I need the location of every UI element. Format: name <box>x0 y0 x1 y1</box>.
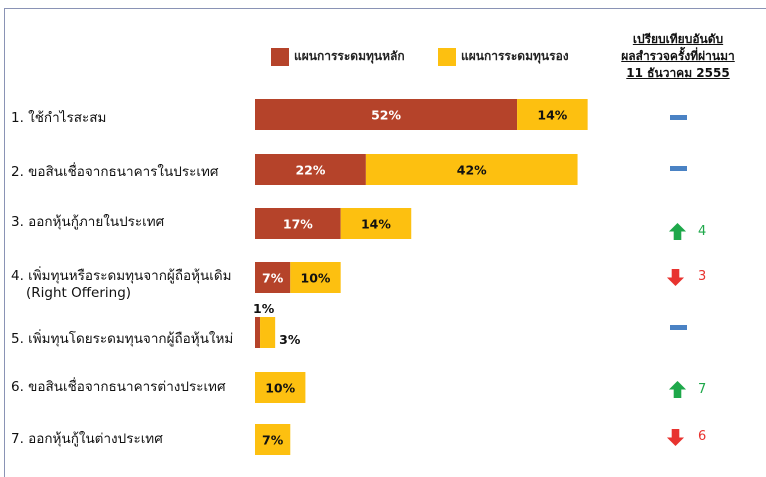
category-label-4: 4. เพิ่มทุนหรือระดมทุนจากผู้ถือหุ้นเดิม … <box>11 268 232 302</box>
bar-primary-3 <box>255 208 341 239</box>
bar-secondary-4 <box>290 262 341 293</box>
data-label-primary-5: 1% <box>253 301 275 316</box>
comparison-header-line2: ผลสำรวจครั้งที่ผ่านมา <box>621 49 735 63</box>
data-label-primary-1: 52% <box>371 108 401 123</box>
rank-value-6: 7 <box>698 382 707 397</box>
no-change-indicator-1 <box>670 115 687 120</box>
category-label-5: 5. เพิ่มทุนโดยระดมทุนจากผู้ถือหุ้นใหม่ <box>11 331 234 347</box>
bar-primary-5 <box>255 317 261 348</box>
bar-secondary-5 <box>260 317 276 348</box>
data-label-secondary-5: 3% <box>279 332 301 347</box>
bar-secondary-6 <box>255 372 306 403</box>
data-label-secondary-6: 10% <box>265 381 295 396</box>
chart-frame <box>4 8 766 477</box>
data-label-primary-3: 17% <box>283 217 313 232</box>
bar-secondary-1 <box>517 99 588 130</box>
legend-swatch-primary <box>271 47 289 66</box>
up-arrow-icon <box>668 222 687 241</box>
bar-primary-2 <box>255 154 366 185</box>
category-label-1: 1. ใช้กำไรสะสม <box>11 110 107 126</box>
no-change-indicator-5 <box>670 325 687 330</box>
data-label-secondary-7: 7% <box>262 433 284 448</box>
category-label-3: 3. ออกหุ้นกู้ภายในประเทศ <box>11 214 165 230</box>
data-label-secondary-3: 14% <box>361 217 391 232</box>
bar-primary-1 <box>255 99 518 130</box>
data-label-secondary-1: 14% <box>537 108 567 123</box>
legend-label-primary: แผนการระดมทุนหลัก <box>294 49 405 63</box>
category-label-6: 6. ขอสินเชื่อจากธนาคารต่างประเทศ <box>11 379 226 395</box>
no-change-indicator-2 <box>670 166 687 171</box>
data-label-primary-2: 22% <box>295 163 325 178</box>
down-arrow-icon <box>666 268 685 287</box>
legend-item-primary: แผนการระดมทุนหลัก <box>271 47 405 66</box>
bar-secondary-3 <box>340 208 412 239</box>
legend-label-secondary: แผนการระดมทุนรอง <box>461 49 569 63</box>
category-label-2: 2. ขอสินเชื่อจากธนาคารในประเทศ <box>11 164 219 180</box>
category-label-4-line2: (Right Offering) <box>26 285 132 301</box>
comparison-header-line3: 11 ธันวาคม 2555 <box>626 66 730 80</box>
data-label-secondary-4: 10% <box>301 271 331 286</box>
rank-value-7: 6 <box>698 429 707 444</box>
category-label-4-line1: 4. เพิ่มทุนหรือระดมทุนจากผู้ถือหุ้นเดิม <box>11 268 232 284</box>
rank-value-3: 4 <box>698 224 707 239</box>
data-label-secondary-2: 42% <box>457 163 487 178</box>
comparison-header: เปรียบเทียบอันดับ ผลสำรวจครั้งที่ผ่านมา … <box>610 31 746 82</box>
bar-secondary-2 <box>365 154 578 185</box>
rank-value-4: 3 <box>698 269 707 284</box>
bar-secondary-7 <box>255 424 291 455</box>
up-arrow-icon <box>668 380 687 399</box>
bar-primary-4 <box>255 262 291 293</box>
data-label-primary-4: 7% <box>262 271 284 286</box>
legend-swatch-secondary <box>438 47 456 66</box>
down-arrow-icon <box>666 428 685 447</box>
category-label-7: 7. ออกหุ้นกู้ในต่างประเทศ <box>11 431 163 447</box>
legend-item-secondary: แผนการระดมทุนรอง <box>438 47 569 66</box>
comparison-header-line1: เปรียบเทียบอันดับ <box>632 32 724 46</box>
